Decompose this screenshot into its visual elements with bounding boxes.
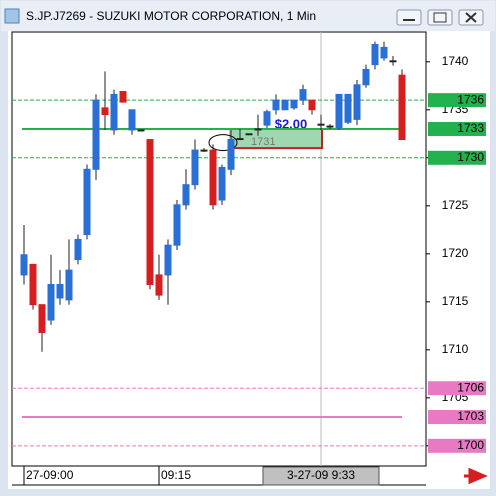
level-label: 1700 [457, 438, 484, 452]
candle-body [56, 284, 64, 299]
candle-body [263, 111, 271, 126]
profit-label: $2.00 [275, 116, 308, 131]
y-tick-label: 1710 [442, 342, 469, 356]
candle-body [155, 274, 163, 296]
level-label: 1706 [457, 380, 484, 394]
candle-body [371, 43, 379, 66]
candle-body [65, 269, 73, 301]
entry-label: 1731 [251, 136, 275, 148]
candle-body [290, 99, 298, 109]
plot-layer: 17001705171017151720172517301735174027-0… [12, 32, 486, 486]
candle-body [146, 139, 154, 286]
y-tick-label: 1720 [442, 246, 469, 260]
trade-box-edge [229, 128, 323, 150]
candle-body [173, 204, 181, 246]
candle-body [191, 149, 199, 186]
window-title: S.JP.J7269 - SUZUKI MOTOR CORPORATION, 1… [26, 9, 316, 23]
y-tick-label: 1725 [442, 198, 469, 212]
app-icon [4, 8, 20, 24]
close-icon [465, 12, 477, 23]
candle-body [236, 138, 244, 141]
level-label: 1703 [457, 409, 484, 423]
candle-body [74, 238, 82, 261]
y-tick-label: 1740 [442, 54, 469, 68]
candle-body [47, 284, 55, 321]
x-tick-label: 09:15 [161, 468, 191, 482]
candle-body [335, 93, 343, 129]
candle-body [353, 84, 361, 120]
candle-body [92, 99, 100, 170]
candle-body [389, 60, 397, 63]
level-label: 1730 [457, 150, 484, 164]
candle-body [83, 168, 91, 236]
x-tick-label: 27-09:00 [26, 468, 74, 482]
candle-body [38, 304, 46, 334]
level-label-box [428, 93, 486, 108]
level-label: 1736 [457, 92, 484, 106]
level-label-box [428, 150, 486, 165]
plot-area [11, 31, 427, 467]
candle-body [344, 93, 352, 123]
maximize-icon [433, 12, 447, 23]
candle-body [362, 68, 370, 86]
candle-body [200, 149, 208, 152]
y-tick-label: 1715 [442, 294, 469, 308]
candle-body [254, 128, 262, 131]
candle-body [164, 244, 172, 276]
candle-body [29, 263, 37, 306]
candle-body [218, 166, 226, 201]
candle-body [317, 123, 325, 126]
level-label-box [428, 438, 486, 453]
scroll-arrow[interactable] [464, 467, 488, 485]
candle-body [272, 99, 280, 111]
candle-body [308, 99, 316, 111]
minimize-button[interactable] [396, 9, 422, 26]
candle-body [398, 74, 406, 141]
candle-body [245, 133, 253, 136]
candle-body [101, 107, 109, 116]
cursor-label-box [262, 466, 380, 486]
x-tick-label: 3-27-09 9:33 [287, 468, 355, 482]
candle-body [182, 184, 190, 206]
entry-marker [208, 134, 238, 152]
candle-body [326, 125, 334, 128]
candle-body [227, 139, 235, 170]
maximize-button[interactable] [427, 9, 453, 26]
candle-body [20, 254, 28, 276]
level-label-box [428, 410, 486, 425]
candle-body [380, 46, 388, 59]
candle-body [299, 89, 307, 101]
level-label-box [428, 381, 486, 396]
candle-body [128, 109, 136, 131]
level-label-box [428, 121, 486, 136]
candle-body [119, 91, 127, 103]
candle-body [137, 129, 145, 132]
level-label: 1733 [457, 121, 484, 135]
candle-body [281, 99, 289, 111]
candle-body [110, 93, 118, 131]
candle-body [209, 149, 217, 206]
